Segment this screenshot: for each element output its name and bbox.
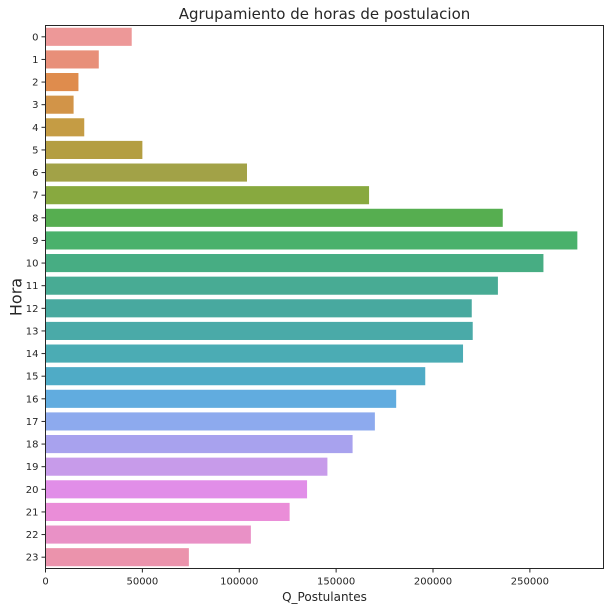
y-tick-label: 1: [32, 55, 38, 66]
bar-hour-13: [45, 321, 473, 340]
bar-hour-4: [45, 118, 85, 137]
bar-hour-23: [45, 548, 189, 567]
y-tick-label: 5: [32, 145, 38, 156]
x-axis-label: Q_Postulantes: [282, 590, 367, 604]
bar-hour-14: [45, 344, 464, 363]
y-tick-label: 4: [32, 123, 38, 134]
x-axis-ticks: 0 50000 100000 150000 200000 250000: [42, 568, 549, 588]
y-axis-label: Hora: [7, 278, 26, 316]
bar-hour-1: [45, 50, 99, 69]
y-tick-label: 3: [32, 100, 38, 111]
bar-hour-17: [45, 412, 375, 431]
x-tick-label: 100000: [220, 577, 258, 588]
y-tick-label: 13: [26, 326, 39, 337]
bar-hour-7: [45, 186, 370, 205]
bar-hour-12: [45, 299, 472, 318]
y-tick-label: 17: [26, 417, 39, 428]
y-tick-label: 12: [26, 304, 39, 315]
bar-hour-6: [45, 163, 247, 182]
y-tick-label: 6: [32, 168, 38, 179]
y-tick-label: 9: [32, 236, 38, 247]
bar-hour-21: [45, 502, 290, 521]
x-tick-label: 50000: [126, 577, 158, 588]
x-tick-label: 250000: [511, 577, 549, 588]
y-tick-label: 0: [32, 32, 38, 43]
bar-hour-2: [45, 73, 79, 92]
x-tick-label: 200000: [414, 577, 452, 588]
bar-hour-19: [45, 457, 328, 476]
y-tick-label: 14: [26, 349, 39, 360]
chart-title: Agrupamiento de horas de postulacion: [179, 5, 471, 23]
y-tick-label: 23: [26, 553, 39, 564]
x-tick-label: 150000: [317, 577, 355, 588]
y-tick-label: 10: [26, 259, 39, 270]
y-tick-label: 7: [32, 191, 38, 202]
bar-hour-0: [45, 27, 132, 46]
y-tick-label: 16: [26, 394, 39, 405]
y-tick-label: 15: [26, 372, 39, 383]
x-tick-label: 0: [42, 577, 48, 588]
bar-hour-18: [45, 435, 353, 454]
y-tick-label: 19: [26, 462, 39, 473]
bar-hour-3: [45, 95, 74, 114]
bar-hour-8: [45, 208, 503, 227]
bar-hour-16: [45, 389, 397, 408]
y-tick-label: 2: [32, 78, 38, 89]
bar-hour-9: [45, 231, 578, 250]
bar-hour-5: [45, 140, 143, 159]
y-tick-label: 11: [26, 281, 39, 292]
bar-hour-20: [45, 480, 308, 499]
plot-frame: [45, 25, 604, 569]
bar-hour-22: [45, 525, 251, 544]
y-tick-label: 18: [26, 440, 39, 451]
bar-hour-15: [45, 367, 426, 386]
y-tick-label: 20: [26, 485, 39, 496]
y-tick-label: 8: [32, 213, 38, 224]
y-tick-label: 21: [26, 507, 39, 518]
y-tick-label: 22: [26, 530, 39, 541]
bars-group: [45, 27, 578, 567]
bar-hour-10: [45, 254, 544, 273]
bar-hour-11: [45, 276, 498, 295]
